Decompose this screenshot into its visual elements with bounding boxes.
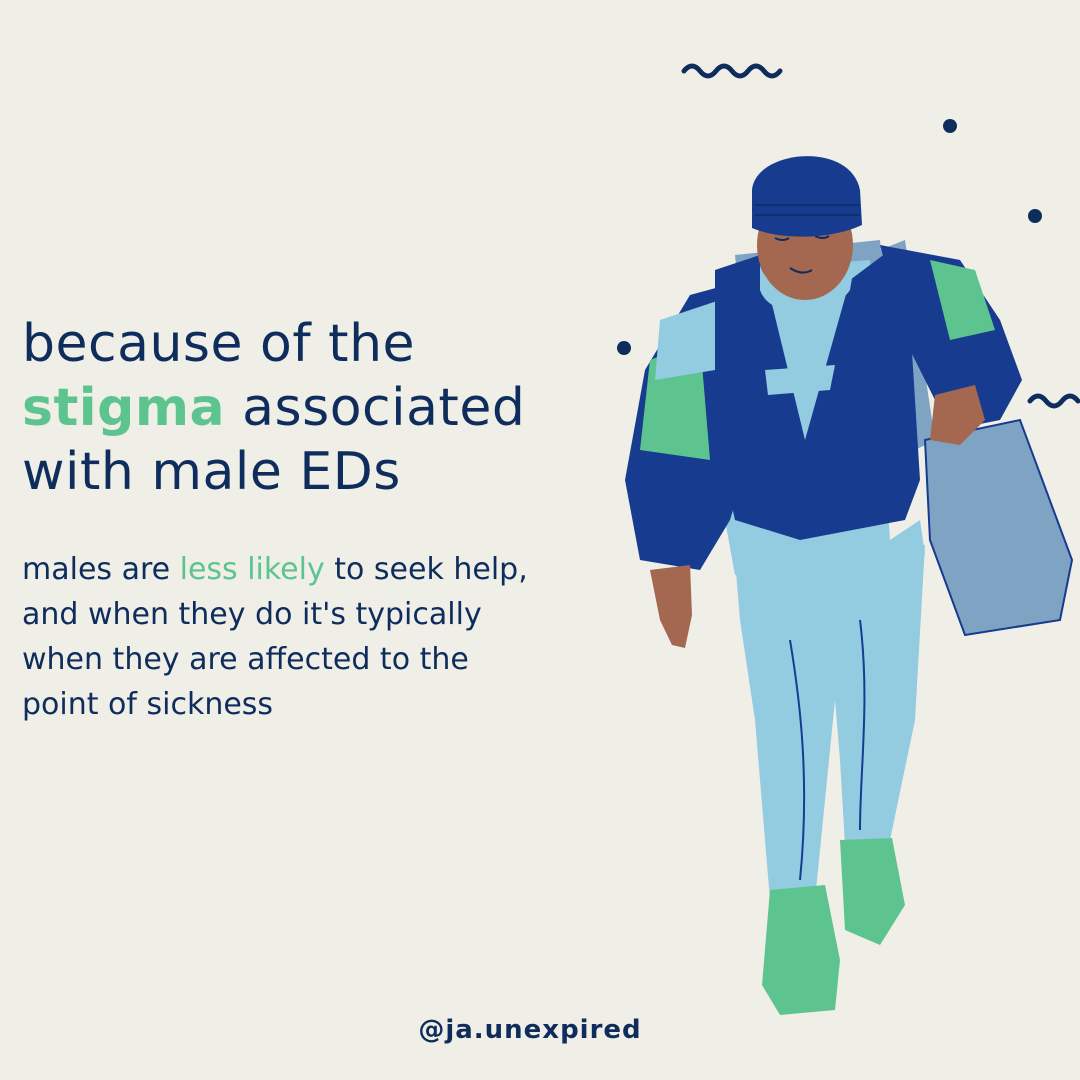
body-line-1-end: to seek help,: [324, 552, 528, 587]
wavy-line-top: [681, 63, 783, 79]
body-accent-phrase: less likely: [179, 552, 325, 587]
dot-1: [943, 119, 957, 133]
beanie: [752, 156, 862, 237]
dot-3: [617, 341, 631, 355]
bag: [923, 418, 1074, 637]
headline: because of the stigma associated with ma…: [22, 312, 525, 504]
body-line-4: point of sickness: [22, 687, 274, 722]
walking-man-illustration: [625, 156, 1074, 1015]
dot-2: [1028, 209, 1042, 223]
body-text: males are less likely to seek help, and …: [22, 547, 622, 727]
headline-line-3: with male EDs: [22, 442, 401, 502]
headline-line-2: stigma associated: [22, 376, 525, 440]
vest: [715, 250, 920, 540]
right-shoe: [840, 838, 905, 945]
right-hand: [930, 385, 985, 445]
left-shoe: [762, 885, 840, 1015]
body-line-1: males are less likely to seek help,: [22, 547, 622, 592]
body-line-3: when they are affected to the: [22, 642, 469, 677]
wavy-line-right: [1027, 393, 1080, 409]
pants: [735, 545, 925, 900]
body-line-1-start: males are: [22, 552, 180, 587]
left-hand: [650, 565, 692, 648]
social-handle: @ja.unexpired: [418, 1015, 642, 1045]
headline-line-2-rest: associated: [225, 378, 526, 438]
headline-line-1: because of the: [22, 314, 416, 374]
body-line-2: and when they do it's typically: [22, 597, 482, 632]
headline-accent-word: stigma: [22, 378, 226, 438]
